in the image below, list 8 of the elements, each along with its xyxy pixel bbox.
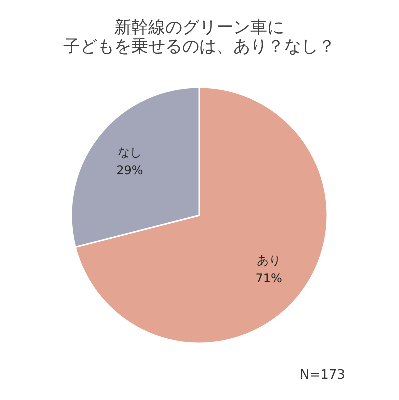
slice-label: あり [257,253,282,268]
data-label: 29% [116,164,144,178]
text: N=173 [300,368,346,383]
chart-title: 新幹線のグリーン車に [114,18,284,38]
data-label: 71% [256,271,282,286]
chart-subtitle: 子どもを乗せるのは、あり？なし？ [64,37,336,57]
slice-label: なし [118,146,142,160]
pie-slice [74,86,328,344]
